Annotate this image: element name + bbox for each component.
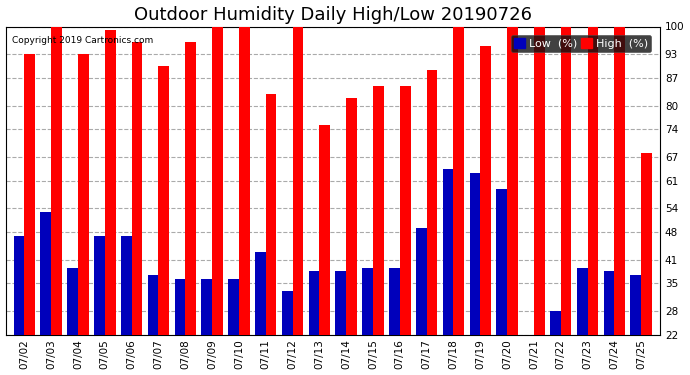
Bar — [496, 189, 507, 335]
Bar — [480, 46, 491, 335]
Bar — [132, 42, 142, 335]
Bar — [212, 27, 223, 335]
Bar — [335, 272, 346, 335]
Title: Outdoor Humidity Daily High/Low 20190726: Outdoor Humidity Daily High/Low 20190726 — [134, 6, 532, 24]
Bar — [293, 27, 304, 335]
Bar — [308, 272, 319, 335]
Bar — [641, 153, 652, 335]
Bar — [228, 279, 239, 335]
Bar — [416, 228, 426, 335]
Bar — [507, 27, 518, 335]
Bar — [159, 66, 169, 335]
Bar — [426, 70, 437, 335]
Bar — [51, 27, 62, 335]
Bar — [604, 272, 614, 335]
Bar — [78, 54, 89, 335]
Bar — [400, 86, 411, 335]
Bar — [175, 279, 185, 335]
Bar — [266, 94, 277, 335]
Bar — [614, 27, 625, 335]
Bar — [577, 267, 588, 335]
Bar — [319, 125, 330, 335]
Bar — [631, 275, 641, 335]
Bar — [41, 212, 51, 335]
Bar — [453, 27, 464, 335]
Bar — [94, 236, 105, 335]
Bar — [389, 267, 400, 335]
Bar — [185, 42, 196, 335]
Legend: Low  (%), High  (%): Low (%), High (%) — [511, 35, 651, 52]
Bar — [561, 27, 571, 335]
Bar — [105, 30, 115, 335]
Bar — [67, 267, 78, 335]
Bar — [362, 267, 373, 335]
Bar — [201, 279, 212, 335]
Bar — [148, 275, 159, 335]
Bar — [239, 27, 250, 335]
Bar — [469, 173, 480, 335]
Bar — [588, 27, 598, 335]
Bar — [121, 236, 132, 335]
Bar — [373, 86, 384, 335]
Bar — [443, 169, 453, 335]
Bar — [24, 54, 35, 335]
Bar — [534, 27, 544, 335]
Bar — [346, 98, 357, 335]
Bar — [14, 236, 24, 335]
Bar — [282, 291, 293, 335]
Bar — [255, 252, 266, 335]
Bar — [550, 311, 561, 335]
Text: Copyright 2019 Cartronics.com: Copyright 2019 Cartronics.com — [12, 36, 153, 45]
